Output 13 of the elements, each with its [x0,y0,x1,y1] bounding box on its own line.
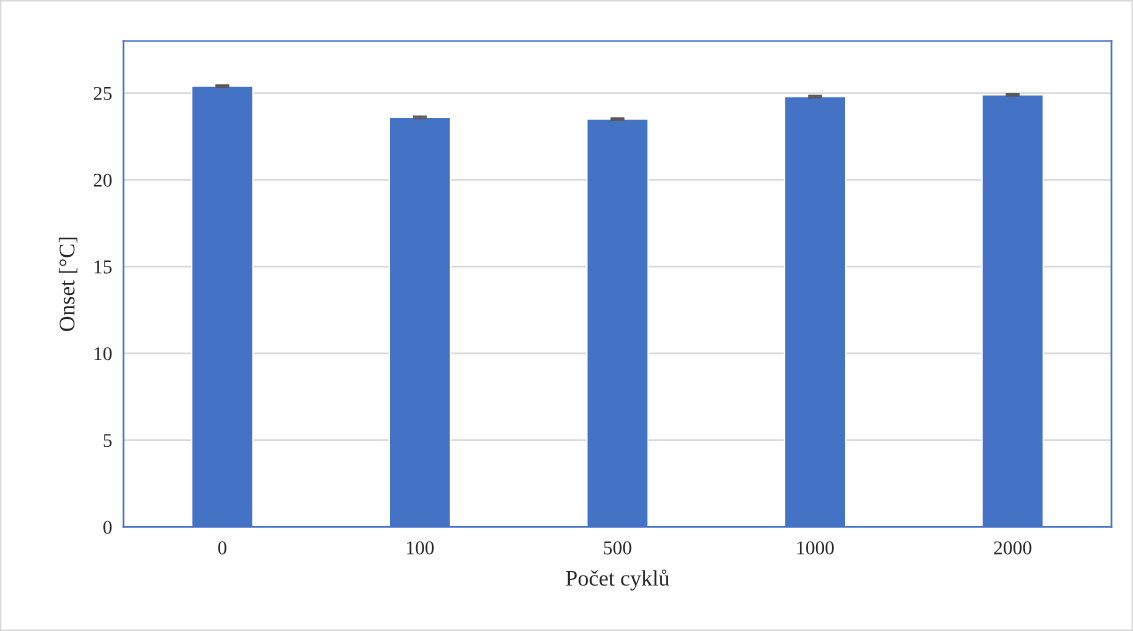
y-tick-label: 25 [93,86,112,101]
x-axis-title: Počet cyklů [565,569,670,591]
y-tick-label: 15 [94,260,112,274]
y-tick-label: 10 [94,347,112,361]
x-tick-label: 100 [407,541,434,555]
y-tick-label: 20 [93,173,112,187]
x-tick-label: 500 [604,541,632,555]
y-tick-label: 5 [103,434,112,448]
x-tick-label: 2000 [994,541,1032,555]
x-tick-label: 0 [218,541,227,555]
y-axis-title: Onset [°C] [58,237,78,331]
y-tick-label: 0 [103,520,112,534]
x-tick-label: 1000 [797,541,834,555]
